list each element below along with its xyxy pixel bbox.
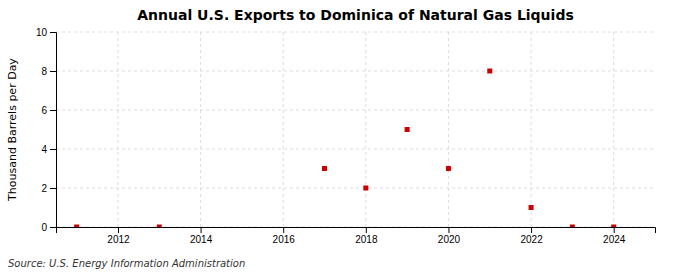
grid-line-y	[56, 110, 655, 111]
y-axis-tick-label: 2	[41, 183, 47, 194]
x-axis-tick-mark	[366, 227, 367, 233]
point	[487, 69, 492, 74]
grid-line-x	[365, 32, 366, 227]
plot: 2012 2014 2016 2018 2020 2022 2024 0 2 4 6 8 10	[36, 27, 656, 245]
grid-line-x	[448, 32, 449, 227]
point	[363, 186, 368, 191]
y-axis-tick: 8	[41, 66, 56, 77]
point	[570, 225, 575, 228]
y-axis-tick-mark	[50, 227, 56, 228]
title: Annual U.S. Exports to Dominica of Natur…	[137, 7, 574, 23]
x-axis-tick-mark	[448, 227, 449, 233]
x-axis-tick-label: 2020	[438, 234, 461, 245]
x-axis-tick: 2016	[273, 227, 296, 245]
y-axis-tick-label: 0	[41, 222, 47, 233]
x-axis-tick-label: 2014	[190, 234, 213, 245]
x-axis-tick-mark	[118, 227, 119, 233]
x-axis-tick: 2014	[190, 227, 213, 245]
chart: 2012 2014 2016 2018 2020 2022 2024 0 2 4 6 8 10 Annua…	[0, 0, 675, 275]
x-axis-tick: 2020	[438, 227, 461, 245]
x-axis-tick-label: 2016	[273, 234, 296, 245]
y-axis-line	[50, 33, 57, 228]
y-axis-tick: 0	[41, 222, 56, 233]
y-axis-label: Thousand Barrels per Day	[6, 58, 19, 202]
x-axis-line	[57, 228, 656, 234]
x-axis: 2012 2014 2016 2018 2020 2022 2024	[57, 227, 656, 245]
grid-line-x	[117, 32, 118, 227]
point	[405, 127, 410, 132]
grid-line-y	[56, 71, 655, 72]
y-axis-tick-mark	[50, 110, 56, 111]
grid-line-y	[56, 149, 655, 150]
point	[74, 225, 79, 228]
y-axis-tick-label: 6	[41, 105, 47, 116]
x-axis-tick-label: 2024	[603, 234, 626, 245]
grid-line-x	[531, 32, 532, 227]
x-axis-tick-label: 2022	[520, 234, 543, 245]
x-axis-tick: 2018	[355, 227, 378, 245]
x-axis-tick: 2022	[520, 227, 543, 245]
y-axis-tick-mark	[50, 188, 56, 189]
x-axis-tick: 2012	[107, 227, 130, 245]
y-axis-tick-label: 4	[41, 144, 47, 155]
y-axis-tick-mark	[50, 149, 56, 150]
x-axis-tick-mark	[531, 227, 532, 233]
grid-line-x	[613, 32, 614, 227]
x-axis-tick: 2024	[603, 227, 626, 245]
point	[611, 225, 616, 228]
grid-line-x	[283, 32, 284, 227]
point	[446, 166, 451, 171]
y-axis-tick-mark	[50, 32, 56, 33]
grid-line-y	[56, 32, 655, 33]
point	[529, 205, 534, 210]
y-axis-tick: 10	[36, 27, 56, 38]
annotation: Source: U.S. Energy Information Administ…	[8, 258, 245, 269]
grid-line-y	[56, 188, 655, 189]
grid	[56, 32, 655, 227]
point	[322, 166, 327, 171]
y-axis-tick-label: 8	[41, 66, 47, 77]
y-axis-tick: 4	[41, 144, 56, 155]
x-axis-tick-label: 2018	[355, 234, 378, 245]
y-axis-tick-mark	[50, 71, 56, 72]
point	[157, 225, 162, 228]
marks	[74, 69, 616, 228]
grid-line-x	[200, 32, 201, 227]
y-axis-tick: 2	[41, 183, 56, 194]
x-axis-tick-label: 2012	[107, 234, 130, 245]
y-axis: 0 2 4 6 8 10	[36, 27, 57, 233]
x-axis-tick-mark	[201, 227, 202, 233]
y-axis-tick-label: 10	[36, 27, 48, 38]
x-axis-tick-mark	[283, 227, 284, 233]
x-axis-tick-mark	[614, 227, 615, 233]
y-axis-tick: 6	[41, 105, 56, 116]
